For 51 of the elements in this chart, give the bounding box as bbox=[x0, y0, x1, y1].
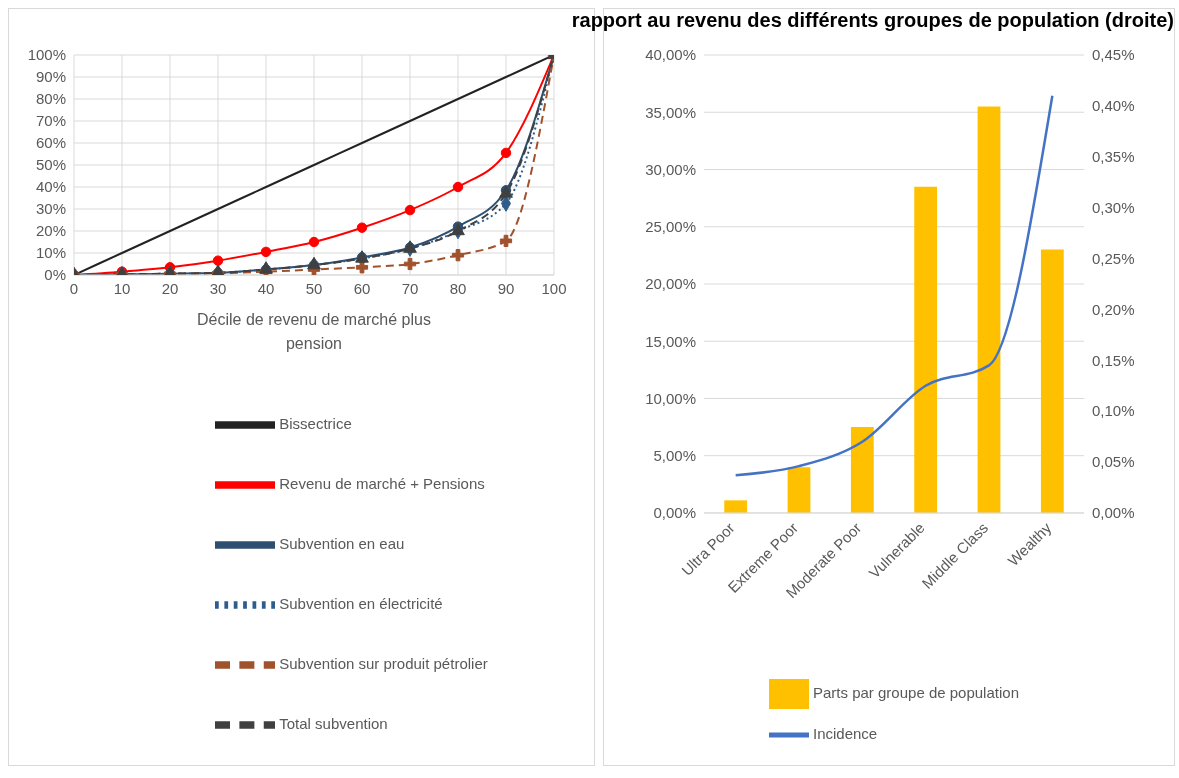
legend-label: Subvention en eau bbox=[279, 534, 405, 552]
y2-tick-label: 0,35% bbox=[1092, 148, 1135, 166]
y-tick-label: 40% bbox=[35, 178, 66, 196]
y2-tick-label: 0,00% bbox=[1092, 504, 1135, 522]
x-tick-label: 100 bbox=[541, 279, 567, 297]
y-tick-label: 90% bbox=[35, 68, 66, 86]
legend-label: Bissectrice bbox=[279, 414, 352, 432]
x-tick-label: 0 bbox=[69, 279, 79, 297]
chart-title: rapport au revenu des différents groupes de population (droite) bbox=[570, 9, 1174, 32]
x-tick-label: 20 bbox=[161, 279, 179, 297]
y-tick-label: 20,00% bbox=[645, 275, 696, 293]
y-tick-label: 40,00% bbox=[645, 46, 696, 64]
x-tick-label: 30 bbox=[209, 279, 227, 297]
y-tick-label: 50% bbox=[35, 156, 66, 174]
y2-tick-label: 0,20% bbox=[1092, 300, 1135, 318]
y2-tick-label: 0,30% bbox=[1092, 198, 1135, 216]
y-tick-label: 35,00% bbox=[645, 103, 696, 121]
x-tick-label: 70 bbox=[401, 279, 419, 297]
y-tick-label: 60% bbox=[35, 134, 66, 152]
y-tick-label: 10,00% bbox=[645, 389, 696, 407]
y-tick-label: 20% bbox=[35, 222, 66, 240]
y-tick-label: 100% bbox=[27, 46, 66, 64]
x-tick-label: 90 bbox=[497, 279, 515, 297]
y2-tick-label: 0,10% bbox=[1092, 402, 1135, 420]
y-tick-label: 15,00% bbox=[645, 332, 696, 350]
y2-tick-label: 0,15% bbox=[1092, 351, 1135, 369]
legend-label: Revenu de marché + Pensions bbox=[279, 474, 485, 492]
x-tick-label: 80 bbox=[449, 279, 467, 297]
y2-tick-label: 0,40% bbox=[1092, 97, 1135, 115]
legend-label: Incidence bbox=[813, 724, 878, 742]
legend-label: Total subvention bbox=[279, 714, 388, 732]
legend-label: Subvention en électricité bbox=[279, 594, 443, 612]
y2-tick-label: 0,25% bbox=[1092, 249, 1135, 267]
x-tick-label: 40 bbox=[257, 279, 275, 297]
y2-tick-label: 0,05% bbox=[1092, 453, 1135, 471]
y-tick-label: 25,00% bbox=[645, 218, 696, 236]
y-tick-label: 30% bbox=[35, 200, 66, 218]
y-tick-label: 0% bbox=[44, 266, 66, 284]
y-tick-label: 5,00% bbox=[653, 447, 696, 465]
x-tick-label: 10 bbox=[113, 279, 131, 297]
x-tick-label: 60 bbox=[353, 279, 371, 297]
x-axis-title: Décile de revenu de marché plus pension bbox=[197, 311, 431, 352]
x-tick-label: 50 bbox=[305, 279, 323, 297]
legend-label: Parts par groupe de population bbox=[813, 683, 1019, 701]
legend-label: Subvention sur produit pétrolier bbox=[279, 654, 488, 672]
y-tick-label: 70% bbox=[35, 112, 66, 130]
y-tick-label: 80% bbox=[35, 90, 66, 108]
y-tick-label: 30,00% bbox=[645, 160, 696, 178]
y-tick-label: 10% bbox=[35, 244, 66, 262]
y2-tick-label: 0,45% bbox=[1092, 46, 1135, 64]
y-tick-label: 0,00% bbox=[653, 504, 696, 522]
